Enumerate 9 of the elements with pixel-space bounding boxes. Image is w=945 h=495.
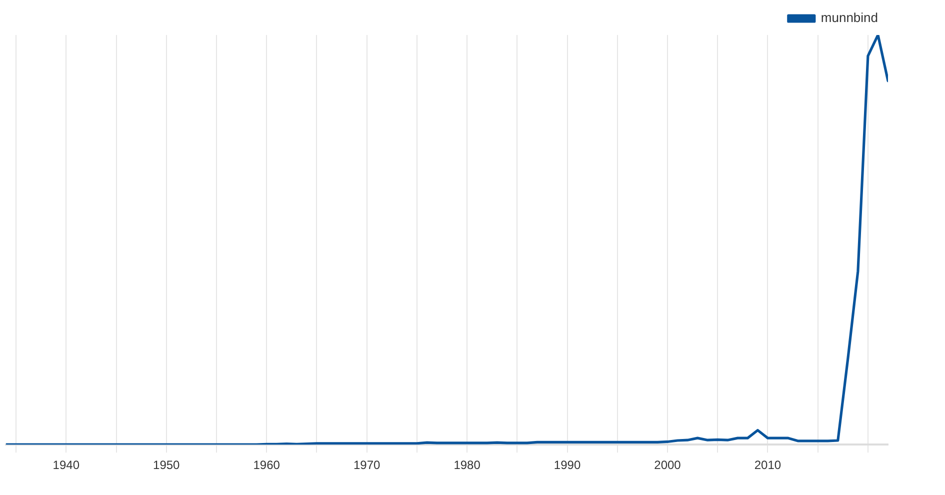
- x-tick-label: 2000: [654, 458, 682, 472]
- x-tick-label: 1970: [353, 458, 380, 472]
- legend-label: munnbind: [820, 10, 878, 26]
- x-tick-label: 2010: [754, 458, 782, 472]
- x-tick-label: 1990: [554, 458, 581, 472]
- x-tick-label: 1950: [153, 458, 180, 472]
- x-tick-label: 1960: [253, 458, 280, 472]
- x-tick-label: 1940: [52, 458, 80, 472]
- x-tick-label: 1980: [454, 458, 481, 472]
